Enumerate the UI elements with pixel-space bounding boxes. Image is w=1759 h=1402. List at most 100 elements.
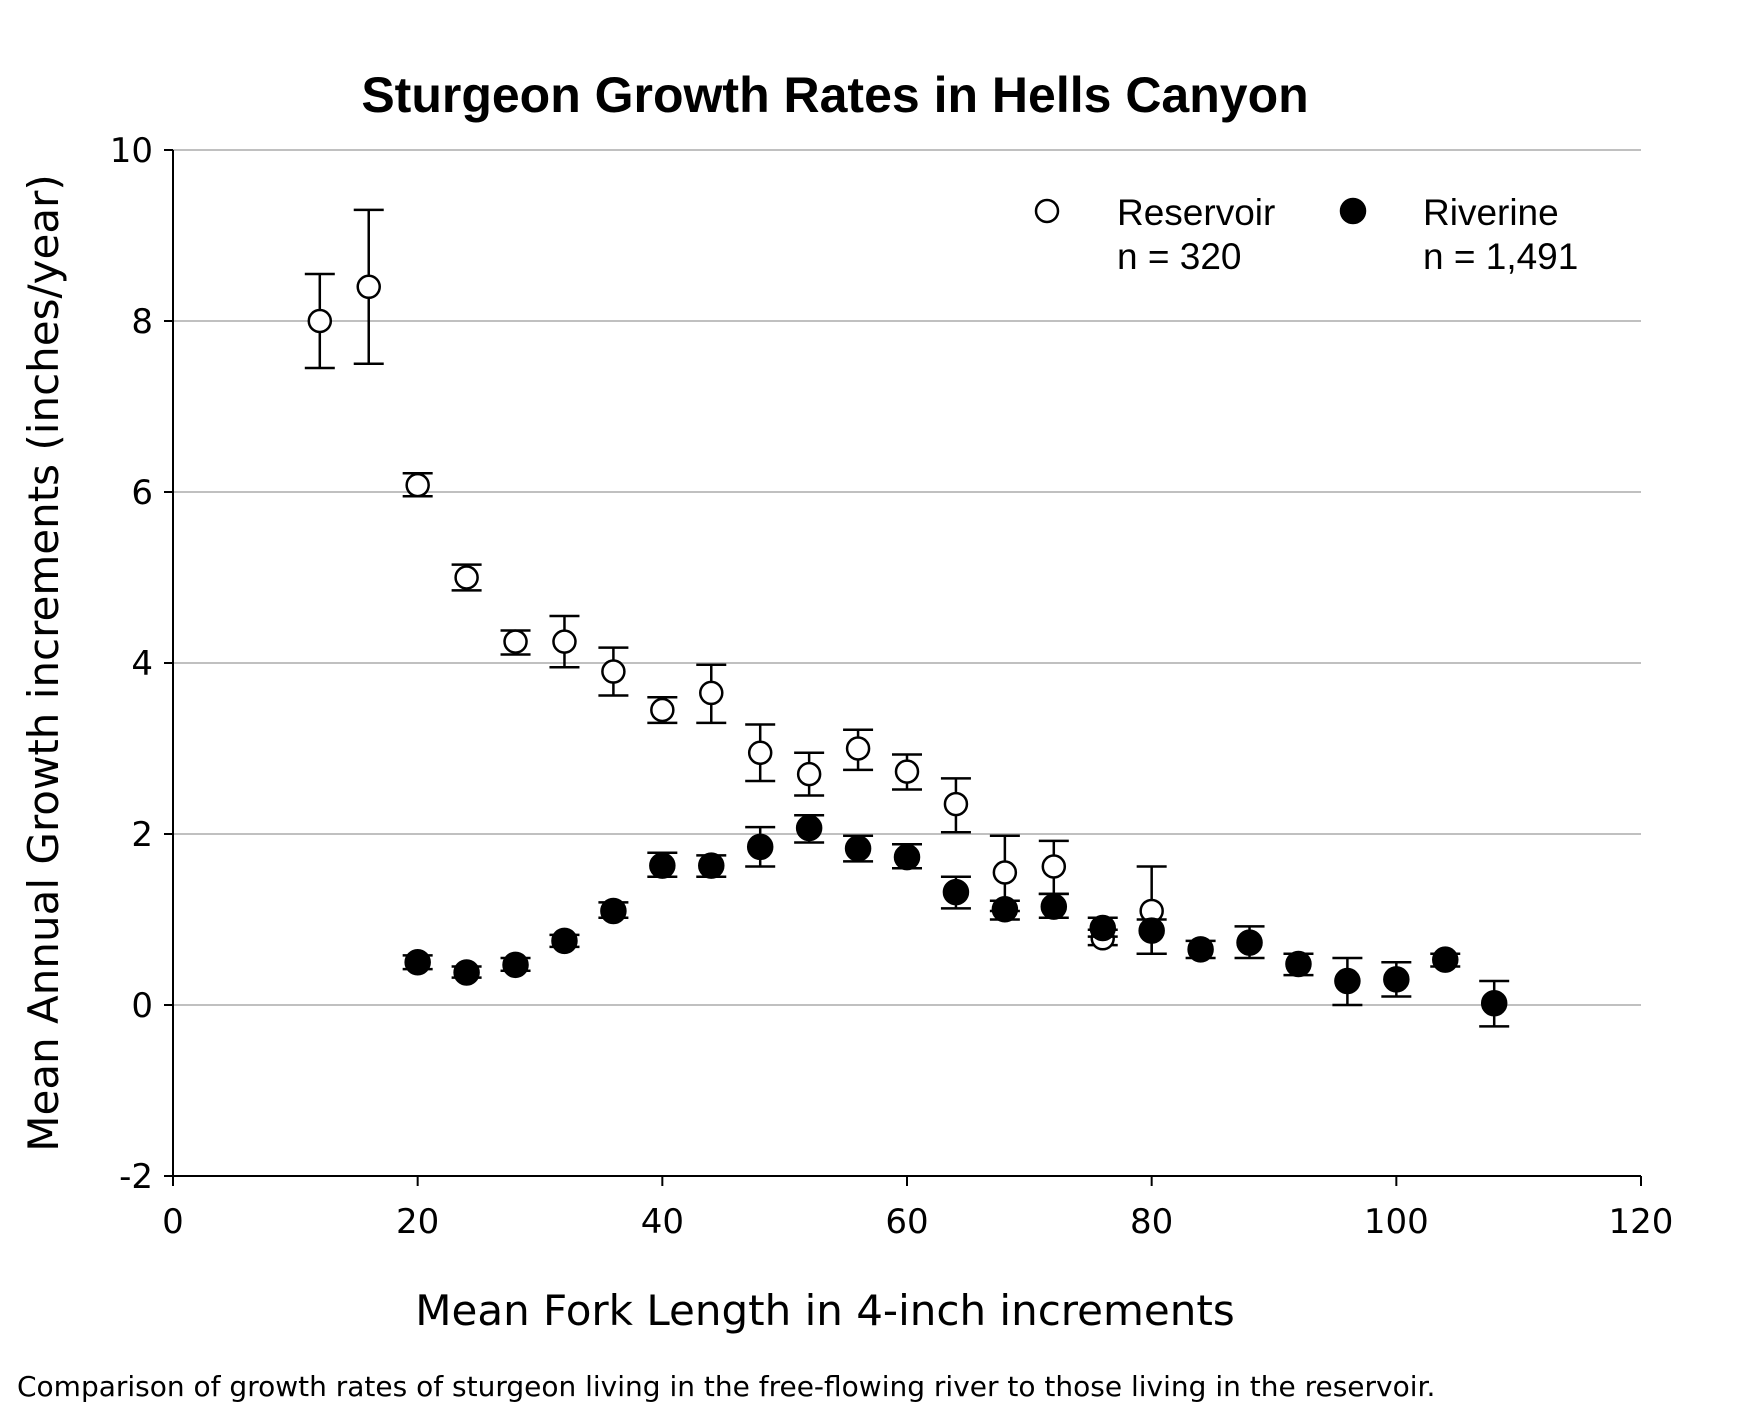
riverine-point <box>989 895 1020 923</box>
y-tick-label: 2 <box>131 815 153 855</box>
data-marker <box>1334 967 1361 995</box>
data-marker <box>600 897 627 925</box>
data-marker <box>992 860 1018 885</box>
data-marker <box>1285 950 1312 978</box>
data-marker <box>650 697 675 723</box>
data-marker <box>1383 966 1410 993</box>
riverine-point <box>1479 979 1510 1028</box>
riverine-point <box>940 875 971 910</box>
data-marker <box>1236 929 1263 956</box>
data-marker <box>795 814 823 842</box>
data-marker <box>991 895 1019 923</box>
riverine-point <box>1234 925 1265 960</box>
x-tick-label: 80 <box>1130 1202 1173 1242</box>
data-marker <box>601 659 626 684</box>
reservoir-point <box>598 646 629 697</box>
data-marker <box>454 565 479 590</box>
riverine-point <box>549 927 580 955</box>
reservoir-point <box>892 753 922 791</box>
y-axis-title: Mean Annual Growth increments (inches/ye… <box>19 174 68 1151</box>
riverine-point <box>1381 961 1412 998</box>
riverine-point <box>598 897 629 925</box>
riverine-point <box>647 851 678 879</box>
legend-marker-riverine <box>1339 197 1367 225</box>
riverine-point <box>1283 950 1314 978</box>
riverine-point <box>1185 936 1216 963</box>
x-axis-title: Mean Fork Length in 4-inch increments <box>415 1286 1234 1335</box>
reservoir-point <box>940 777 971 834</box>
reservoir-point <box>549 614 580 669</box>
reservoir-point <box>794 751 825 797</box>
data-marker <box>894 759 920 784</box>
legend-label: Riverine <box>1423 192 1559 233</box>
reservoir-point <box>353 208 384 365</box>
data-marker <box>1089 914 1116 942</box>
reservoir-point <box>402 471 433 498</box>
data-marker <box>844 835 872 862</box>
data-marker <box>552 629 577 654</box>
data-marker <box>1040 893 1068 920</box>
riverine-point <box>843 834 874 863</box>
figure-caption: Comparison of growth rates of sturgeon l… <box>17 1370 1435 1402</box>
riverine-point <box>500 951 531 979</box>
riverine-point <box>1087 914 1118 942</box>
riverine-point <box>1430 946 1461 973</box>
data-marker <box>1480 990 1508 1017</box>
y-tick-label: -2 <box>119 1157 153 1197</box>
chart-title: Sturgeon Growth Rates in Hells Canyon <box>361 67 1308 123</box>
reservoir-point <box>843 728 874 772</box>
data-marker <box>405 472 430 498</box>
x-tick-label: 120 <box>1609 1202 1674 1242</box>
x-tick-label: 20 <box>396 1202 439 1242</box>
data-marker <box>747 740 773 766</box>
data-marker <box>699 680 724 706</box>
legend-n-label: n = 1,491 <box>1423 236 1578 277</box>
riverine-point <box>1038 892 1069 920</box>
riverine-point <box>696 852 727 879</box>
data-marker <box>503 629 528 654</box>
data-marker <box>307 308 333 334</box>
data-marker <box>1187 936 1214 963</box>
reservoir-point <box>745 723 776 783</box>
legend-n-label: n = 320 <box>1117 236 1241 277</box>
riverine-point <box>1332 956 1363 1007</box>
reservoir-point <box>304 272 335 370</box>
data-marker <box>453 959 480 986</box>
y-tick-label: 0 <box>131 986 153 1026</box>
y-tick-label: 8 <box>131 302 153 342</box>
x-tick-label: 40 <box>641 1202 684 1242</box>
data-marker <box>893 843 921 871</box>
reservoir-point <box>451 563 482 592</box>
riverine-point <box>451 959 482 986</box>
y-tick-label: 10 <box>110 131 153 171</box>
data-marker <box>502 951 529 979</box>
y-tick-label: 4 <box>131 644 153 684</box>
riverine-point <box>745 825 776 868</box>
legend-label: Reservoir <box>1117 192 1275 233</box>
data-marker <box>1432 946 1459 973</box>
riverine-point <box>892 843 922 871</box>
reservoir-point <box>696 663 727 725</box>
data-marker <box>942 878 970 906</box>
data-marker <box>551 927 578 955</box>
data-marker <box>845 736 871 761</box>
y-tick-label: 6 <box>131 473 153 513</box>
data-marker <box>943 791 969 817</box>
riverine-point <box>402 949 433 976</box>
data-marker <box>649 852 676 879</box>
data-marker <box>1138 917 1165 944</box>
reservoir-point <box>647 695 678 725</box>
data-marker <box>1041 854 1067 879</box>
data-marker <box>356 274 381 300</box>
data-marker <box>698 852 725 879</box>
riverine-point <box>1136 917 1167 955</box>
legend-marker-reservoir <box>1034 198 1060 224</box>
reservoir-point <box>1038 839 1069 896</box>
reservoir-point <box>500 629 531 656</box>
data-marker <box>796 761 822 787</box>
riverine-point <box>794 813 825 844</box>
data-marker <box>404 949 431 976</box>
x-tick-label: 60 <box>885 1202 928 1242</box>
